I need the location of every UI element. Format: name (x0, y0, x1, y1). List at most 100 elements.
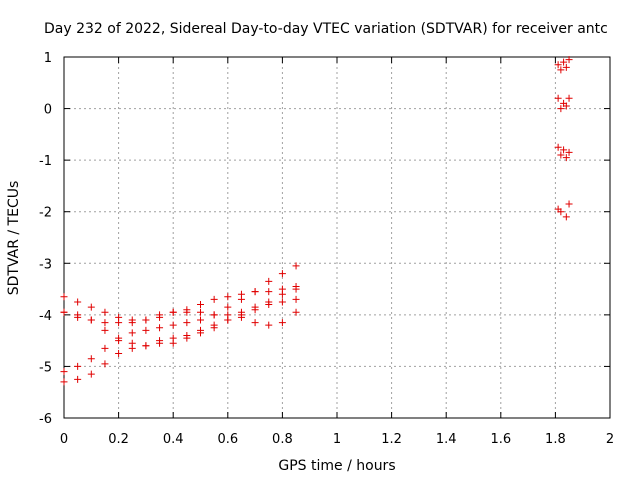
series-track-b (60, 285, 300, 327)
x-tick-label: 1.4 (436, 432, 457, 447)
data-point (128, 339, 136, 347)
x-tick-label: 0.2 (108, 432, 129, 447)
y-tick-label: -6 (39, 412, 52, 427)
data-point (169, 308, 177, 316)
data-point (115, 337, 123, 345)
data-point (560, 146, 568, 154)
data-point (169, 334, 177, 342)
data-point (565, 148, 573, 156)
data-point (292, 285, 300, 293)
data-point (74, 311, 82, 319)
y-tick-label: -4 (39, 309, 52, 324)
data-point (60, 293, 68, 301)
data-point (278, 298, 286, 306)
data-point (292, 308, 300, 316)
grid-layer (64, 57, 610, 418)
points-layer (60, 56, 573, 386)
series-late-cluster (554, 56, 573, 221)
x-axis-label: GPS time / hours (278, 458, 395, 474)
data-point (224, 316, 232, 324)
data-point (60, 308, 68, 316)
data-point (197, 301, 204, 309)
chart-title: Day 232 of 2022, Sidereal Day-to-day VTE… (44, 21, 608, 37)
data-point (142, 342, 150, 350)
data-point (224, 303, 232, 311)
series-track-e (60, 308, 300, 350)
data-point (562, 63, 570, 71)
data-point (60, 378, 68, 386)
data-point (115, 319, 123, 327)
x-tick-label: 1.2 (381, 432, 402, 447)
data-point (278, 270, 286, 278)
data-point (565, 94, 573, 102)
x-tick-label: 0.8 (272, 432, 293, 447)
data-point (156, 311, 164, 319)
data-point (237, 295, 245, 303)
data-point (183, 319, 191, 327)
y-tick-label: -3 (39, 257, 52, 272)
data-point (87, 355, 95, 363)
data-point (74, 362, 82, 370)
y-tick-label: -2 (39, 206, 52, 221)
y-tick-label: -5 (39, 360, 52, 375)
data-point (156, 324, 164, 332)
data-point (101, 344, 109, 352)
data-point (87, 303, 95, 311)
data-point (224, 293, 232, 301)
data-point (74, 298, 82, 306)
data-point (60, 368, 68, 376)
data-point (562, 102, 570, 110)
data-point (101, 308, 109, 316)
data-point (562, 154, 570, 162)
data-point (115, 350, 123, 358)
x-tick-label: 2 (606, 432, 614, 447)
data-point (197, 326, 204, 334)
data-point (210, 311, 218, 319)
data-point (251, 288, 259, 296)
data-point (251, 319, 259, 327)
data-point (237, 313, 245, 321)
data-point (565, 200, 573, 208)
data-point (557, 105, 565, 113)
data-point (557, 151, 565, 159)
data-point (265, 288, 273, 296)
x-tick-label: 0.4 (163, 432, 184, 447)
data-point (265, 301, 273, 309)
x-tick-label: 1.6 (490, 432, 511, 447)
series-track-d (60, 295, 300, 386)
y-tick-label: 1 (44, 51, 52, 66)
data-point (74, 375, 82, 383)
data-point (142, 316, 150, 324)
data-point (554, 94, 562, 102)
data-point (278, 319, 286, 327)
data-point (169, 321, 177, 329)
data-point (197, 316, 204, 324)
data-point (292, 295, 300, 303)
data-point (142, 326, 150, 334)
x-tick-label: 1 (333, 432, 341, 447)
data-point (183, 308, 191, 316)
x-tick-label: 0.6 (217, 432, 238, 447)
data-point (197, 308, 204, 316)
data-point (554, 143, 562, 151)
data-point (183, 331, 191, 339)
y-tick-label: -1 (39, 154, 52, 169)
series-track-c (60, 262, 300, 376)
data-point (87, 316, 95, 324)
data-point (251, 306, 259, 314)
y-axis-label: SDTVAR / TECUs (6, 181, 22, 296)
data-point (128, 319, 136, 327)
tick-layer: 0 0.2 0.4 0.6 0.8 1 1.2 1.4 1.6 1.8 2 -6 -5 -4 -3 -2 -1 0… (39, 51, 614, 447)
data-point (265, 321, 273, 329)
x-tick-label: 0 (60, 432, 68, 447)
data-point (560, 58, 568, 66)
data-point (278, 290, 286, 298)
data-point (156, 337, 164, 345)
series-track-a (60, 282, 300, 324)
data-point (101, 319, 109, 327)
data-point (557, 66, 565, 74)
data-point (557, 208, 565, 216)
y-tick-label: 0 (44, 103, 52, 118)
data-point (87, 370, 95, 378)
